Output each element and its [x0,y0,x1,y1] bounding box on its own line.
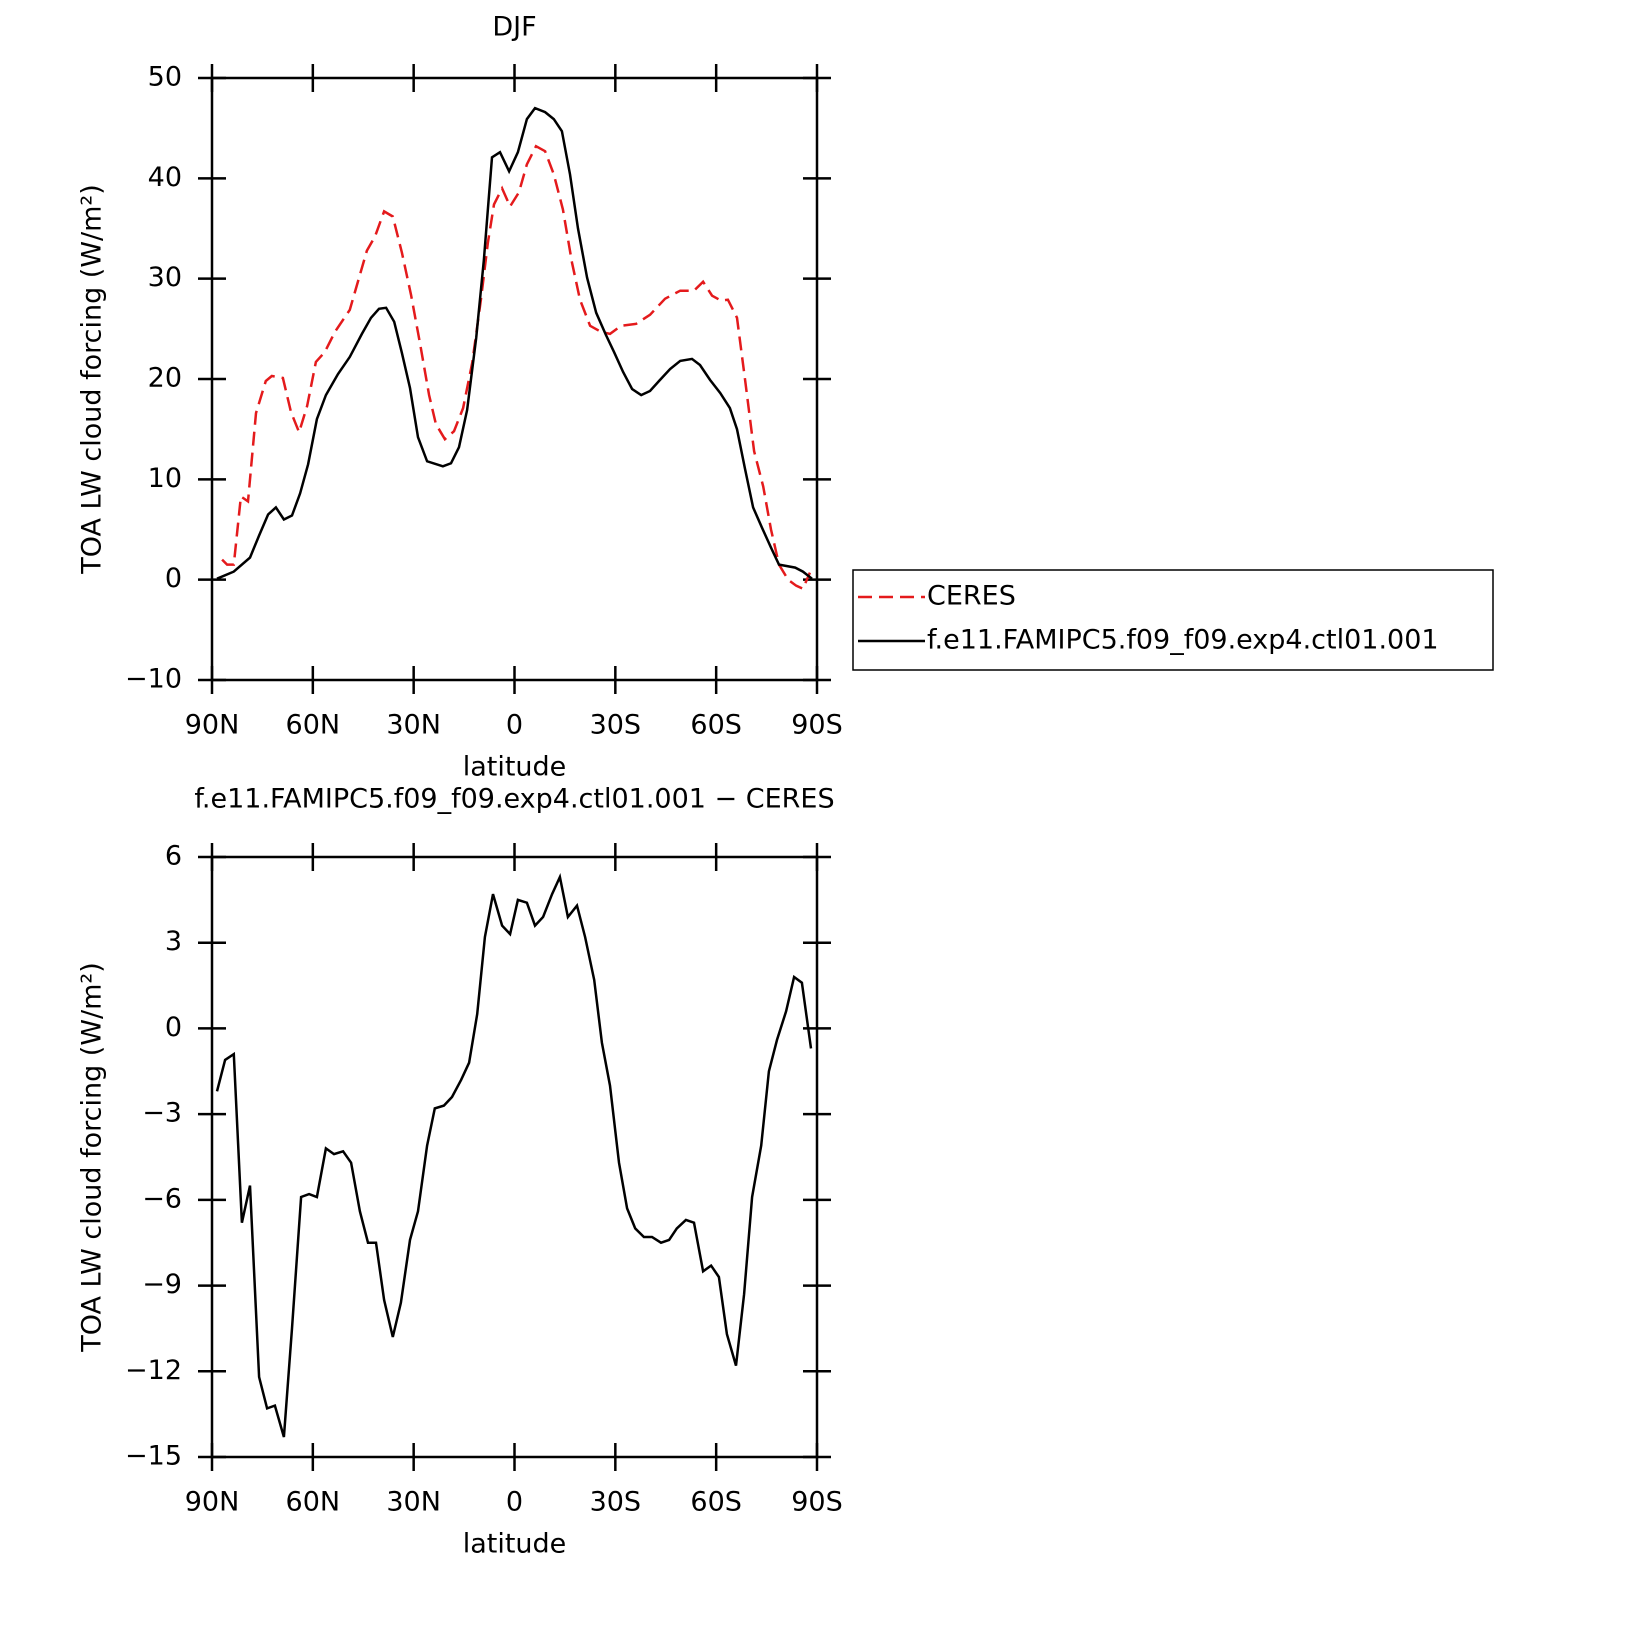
y-tick-label: 30 [148,262,182,293]
y-tick-label: −3 [142,1098,182,1129]
chart-title: DJF [492,12,536,43]
y-tick-label: 50 [148,62,182,93]
x-tick-label: 60S [690,710,742,741]
x-tick-label: 30S [590,1487,642,1518]
x-tick-label: 60S [690,1487,742,1518]
y-tick-label: 0 [165,563,182,594]
y-tick-label: −12 [125,1355,182,1386]
x-tick-label: 90S [791,1487,843,1518]
plot-frame [210,855,819,1459]
x-tick-label: 90N [185,710,240,741]
x-axis-label: latitude [463,752,567,783]
y-axis-label: TOA LW cloud forcing (W/m²) [77,184,108,575]
x-tick-label: 0 [506,1487,523,1518]
x-tick-label: 60N [286,710,341,741]
y-tick-label: 0 [165,1012,182,1043]
legend-box [852,569,1494,671]
x-axis-label: latitude [463,1529,567,1560]
x-tick-label: 90N [185,1487,240,1518]
x-tick-label: 0 [506,710,523,741]
y-tick-label: −6 [142,1183,182,1214]
data-line [215,872,813,1438]
x-tick-label: 30S [590,710,642,741]
data-line [216,106,813,580]
y-tick-label: −9 [142,1269,182,1300]
legend-label: CERES [927,581,1016,612]
y-tick-label: −15 [125,1441,182,1472]
plot-frame [210,76,819,682]
x-tick-label: 30N [386,1487,441,1518]
y-tick-label: 3 [165,926,182,957]
x-tick-label: 60N [286,1487,341,1518]
y-tick-label: 40 [148,162,182,193]
x-tick-label: 90S [791,710,843,741]
data-line [221,144,812,591]
chart-title: f.e11.FAMIPC5.f09_f09.exp4.ctl01.001 − C… [194,784,834,815]
y-tick-label: 6 [165,841,182,872]
y-axis-label: TOA LW cloud forcing (W/m²) [77,962,108,1353]
x-tick-label: 30N [386,710,441,741]
y-tick-label: −10 [125,664,182,695]
y-tick-label: 20 [148,363,182,394]
legend-label: f.e11.FAMIPC5.f09_f09.exp4.ctl01.001 [927,625,1439,656]
y-tick-label: 10 [148,463,182,494]
